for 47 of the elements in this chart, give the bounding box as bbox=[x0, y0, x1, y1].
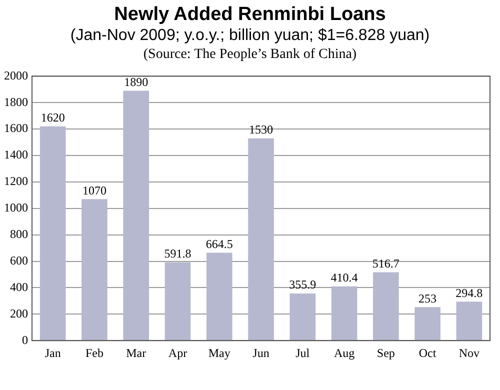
x-tick-label: Mar bbox=[126, 346, 146, 360]
y-tick-label: 1200 bbox=[4, 174, 28, 188]
x-tick-label: Apr bbox=[168, 346, 188, 360]
y-tick-label: 400 bbox=[10, 280, 28, 294]
bar bbox=[248, 138, 274, 340]
y-tick-label: 1600 bbox=[4, 121, 28, 136]
y-tick-label: 200 bbox=[10, 306, 28, 320]
bar bbox=[40, 126, 66, 340]
x-tick-label: Aug bbox=[334, 346, 355, 360]
bar bbox=[206, 252, 232, 340]
data-label: 1890 bbox=[124, 74, 148, 89]
bar bbox=[456, 302, 482, 340]
x-tick-label: May bbox=[208, 346, 230, 360]
bar bbox=[164, 262, 191, 340]
x-tick-label: Jan bbox=[44, 346, 61, 360]
y-tick-label: 1000 bbox=[4, 200, 28, 215]
x-tick-label: Jun bbox=[252, 346, 270, 360]
x-tick-label: Sep bbox=[376, 346, 395, 360]
data-label: 1620 bbox=[40, 110, 65, 125]
y-tick-label: 1800 bbox=[4, 94, 28, 109]
data-label: 294.8 bbox=[456, 286, 483, 300]
text: (Source: The People’s Bank of China) bbox=[142, 47, 358, 63]
data-label: 253 bbox=[418, 291, 437, 306]
data-label: 1530 bbox=[249, 122, 273, 136]
x-tick-label: Feb bbox=[85, 346, 104, 360]
y-tick-label: 800 bbox=[10, 226, 28, 241]
bar bbox=[373, 272, 399, 340]
data-label: 410.4 bbox=[330, 270, 358, 284]
y-tick-label: 0 bbox=[22, 332, 28, 347]
y-tick-label: 600 bbox=[10, 253, 28, 268]
x-tick-label: Nov bbox=[458, 346, 480, 360]
x-tick-label: Oct bbox=[418, 346, 437, 360]
data-label: 516.7 bbox=[372, 256, 400, 270]
bar bbox=[82, 199, 108, 340]
y-tick-label: 1400 bbox=[4, 148, 28, 162]
data-label: 591.8 bbox=[164, 246, 192, 261]
bar bbox=[123, 90, 149, 340]
data-label: 1070 bbox=[82, 183, 106, 198]
chart-subtitle: (Jan-Nov 2009; y.o.y.; billion yuan; $1=6.828 yuan) bbox=[69, 27, 431, 45]
data-label: 664.5 bbox=[206, 236, 233, 251]
y-tick-label: 2000 bbox=[4, 68, 28, 82]
bar bbox=[331, 286, 358, 340]
bar bbox=[290, 294, 316, 340]
chart-title: Newly Added Renminbi Loans bbox=[113, 4, 387, 26]
x-tick-label: Jul bbox=[296, 346, 310, 360]
data-label: 355.9 bbox=[289, 278, 316, 292]
bar bbox=[414, 307, 440, 340]
